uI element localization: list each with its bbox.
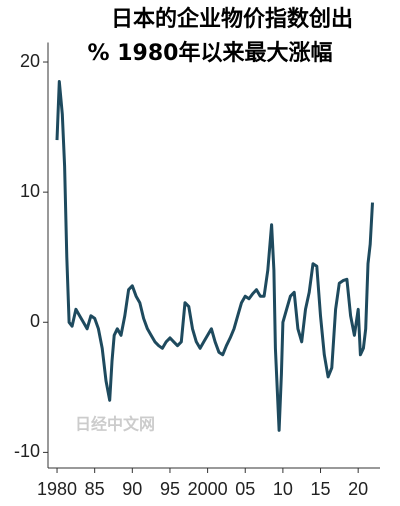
x-tick-label: 15: [311, 479, 331, 499]
x-tick-label: 1980: [37, 479, 77, 499]
y-tick-label: 0: [30, 311, 40, 331]
chart-subtitle: % 1980年以来最大涨幅: [88, 40, 333, 66]
watermark: 日经中文网: [75, 415, 155, 434]
x-tick-label: 10: [273, 479, 293, 499]
y-tick-label: 10: [20, 181, 40, 201]
line-series: [55, 80, 374, 432]
x-tick-label: 85: [85, 479, 105, 499]
x-tick-label: 2000: [188, 479, 228, 499]
y-tick-label: -10: [14, 441, 40, 461]
chart-title: 日本的企业物价指数创出: [111, 6, 353, 32]
x-tick-label: 05: [235, 479, 255, 499]
x-tick-label: 95: [160, 479, 180, 499]
x-tick-label: 20: [348, 479, 368, 499]
x-tick-label: 90: [122, 479, 142, 499]
y-tick-label: 20: [20, 51, 40, 71]
